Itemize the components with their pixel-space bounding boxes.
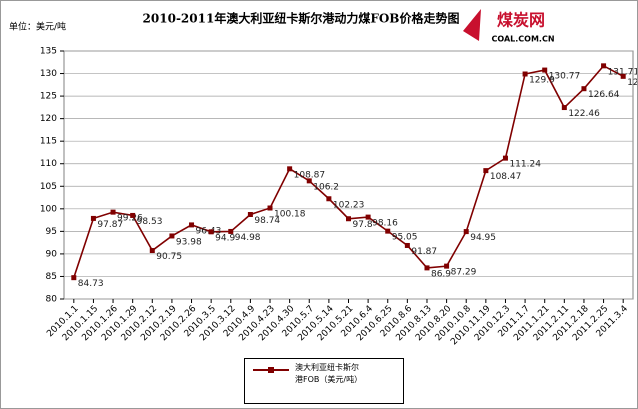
data-point	[424, 265, 430, 271]
data-label: 90.75	[156, 252, 182, 262]
data-point	[287, 166, 293, 172]
data-point	[267, 205, 273, 211]
data-label: 96.43	[196, 226, 222, 236]
data-point	[404, 242, 410, 248]
legend-marker	[268, 367, 274, 373]
data-point	[189, 222, 195, 228]
data-label: 95.05	[392, 233, 418, 243]
data-label: 94.9	[215, 233, 235, 243]
data-point	[247, 211, 253, 217]
y-tick-label: 130	[40, 69, 57, 79]
legend-label: 澳大利亚纽卡斯尔港FOB（美元/吨）	[295, 363, 363, 384]
y-tick-label: 95	[46, 227, 57, 237]
data-label: 129.38	[627, 78, 637, 88]
data-label: 84.73	[78, 279, 104, 289]
data-point	[169, 233, 175, 239]
data-point	[601, 63, 607, 69]
data-label: 97.87	[97, 220, 123, 230]
data-point	[502, 155, 508, 161]
logo-name: 煤炭网	[497, 11, 545, 30]
data-label: 108.47	[490, 172, 522, 182]
y-tick-label: 125	[40, 92, 57, 102]
data-label: 122.46	[568, 109, 600, 119]
y-tick-label: 100	[40, 204, 57, 214]
y-tick-label: 115	[40, 137, 57, 147]
y-tick-label: 110	[40, 159, 57, 169]
y-tick-label: 90	[46, 249, 58, 259]
data-point	[620, 73, 626, 79]
data-label: 94.98	[235, 233, 261, 243]
data-point	[483, 168, 489, 174]
data-label: 106.2	[313, 182, 339, 192]
data-label: 91.87	[411, 247, 437, 257]
data-label: 98.74	[254, 216, 280, 226]
data-point	[463, 229, 469, 235]
data-point	[71, 275, 77, 281]
y-tick-label: 105	[40, 182, 57, 192]
y-tick-label: 120	[40, 114, 57, 124]
data-point	[561, 105, 567, 111]
data-point	[542, 67, 548, 73]
data-point	[385, 228, 391, 234]
data-label: 94.95	[470, 233, 496, 243]
data-point	[130, 212, 136, 218]
data-label: 111.24	[509, 160, 541, 170]
data-point	[346, 216, 351, 222]
data-label: 126.64	[588, 90, 620, 100]
data-label: 98.53	[137, 217, 163, 227]
data-label: 108.87	[294, 170, 326, 180]
data-label: 93.98	[176, 237, 202, 247]
data-label: 97.8	[353, 220, 373, 230]
data-point	[90, 215, 96, 221]
y-tick-label: 85	[46, 272, 57, 282]
data-label: 99.26	[117, 214, 143, 224]
data-point	[444, 263, 450, 269]
logo-icon	[463, 9, 481, 41]
y-axis-label: 单位：美元/吨	[9, 21, 66, 33]
data-label: 102.23	[333, 200, 365, 210]
data-point	[208, 229, 214, 235]
data-label: 129.9	[529, 75, 555, 85]
data-point	[149, 248, 155, 254]
data-point	[581, 86, 587, 92]
data-label: 131.71	[608, 67, 637, 77]
data-label: 130.77	[549, 72, 581, 82]
y-tick-label: 80	[46, 295, 58, 305]
data-point	[326, 196, 332, 202]
data-point	[306, 178, 312, 184]
logo-url: COAL.COM.CN	[491, 35, 554, 44]
data-label: 100.18	[274, 210, 306, 220]
data-point	[110, 209, 116, 215]
plot-area	[63, 50, 634, 300]
y-tick-label: 135	[40, 47, 57, 57]
legend: 澳大利亚纽卡斯尔港FOB（美元/吨）	[244, 358, 404, 404]
data-label: 98.16	[372, 219, 398, 229]
data-point	[365, 214, 371, 220]
data-point	[228, 228, 234, 234]
data-label: 86.9	[431, 269, 451, 279]
data-point	[522, 71, 528, 77]
data-label: 87.29	[451, 268, 477, 278]
chart-title: 2010-2011年澳大利亚纽卡斯尔港动力煤FOB价格走势图	[143, 11, 460, 26]
